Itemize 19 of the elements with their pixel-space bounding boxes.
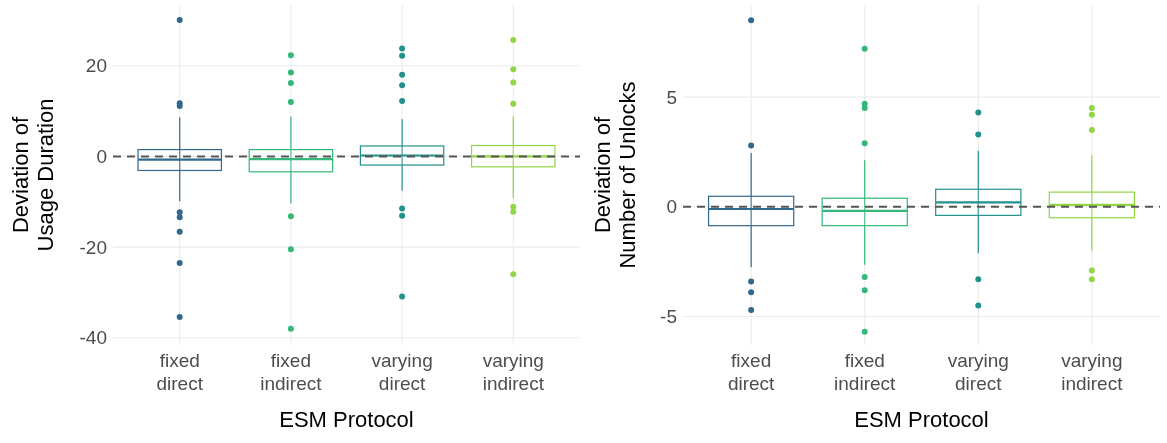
- y-tick-label: -40: [79, 327, 107, 349]
- x-tick-label: varying indirect: [1061, 350, 1124, 394]
- x-tick-label: varying direct: [947, 350, 1009, 394]
- x-tick-label: fixed indirect: [834, 350, 897, 394]
- x-axis-title: ESM Protocol: [854, 407, 989, 432]
- y-tick-label: -5: [660, 306, 677, 328]
- y-tick-label: 20: [85, 55, 107, 77]
- x-tick-label: fixed direct: [156, 350, 204, 394]
- y-tick-label: 5: [666, 86, 677, 108]
- y-tick-label: -20: [79, 236, 107, 258]
- x-tick-label: varying direct: [371, 350, 433, 394]
- x-axis-title: ESM Protocol: [279, 407, 414, 432]
- x-tick-label: varying indirect: [482, 350, 545, 394]
- y-tick-label: 0: [96, 146, 107, 168]
- x-tick-label: fixed direct: [727, 350, 776, 394]
- y-tick-label: 0: [666, 196, 677, 218]
- y-axis-title: Deviation of Usage Duration: [8, 98, 58, 252]
- y-axis-title: Deviation of Number of Unlocks: [590, 81, 640, 269]
- x-tick-label: fixed indirect: [260, 350, 323, 394]
